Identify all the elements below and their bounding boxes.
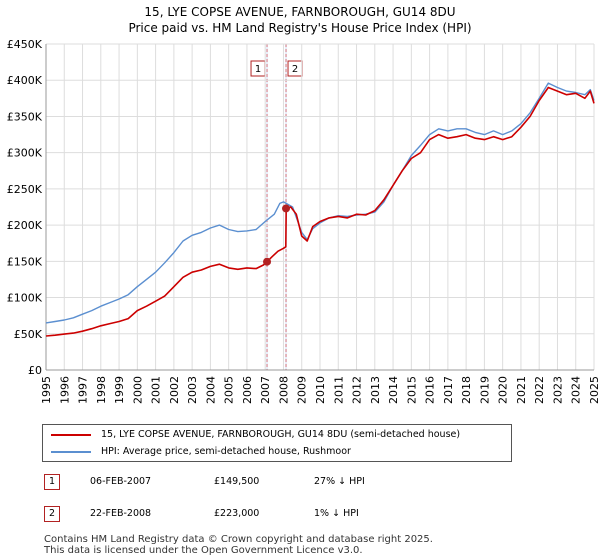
x-tick-label: 1998 [95,376,108,404]
transaction-hpi-diff: 27% ↓ HPI [314,476,365,487]
transaction-price: £223,000 [214,508,260,519]
legend-label-hpi: HPI: Average price, semi-detached house,… [101,446,351,457]
x-tick-label: 2025 [588,376,600,404]
hpi-line [45,82,595,324]
x-tick-label: 2018 [460,376,473,404]
x-tick-label: 2014 [387,376,400,404]
x-tick-label: 1999 [113,376,126,404]
x-tick-label: 2005 [223,376,236,404]
transaction-date: 22-FEB-2008 [90,508,152,519]
x-tick-label: 2022 [533,376,546,404]
sale-point [282,204,291,213]
transaction-number-badge: 2 [44,506,60,522]
x-tick-label: 2017 [442,376,455,404]
x-tick-label: 1996 [58,376,71,404]
x-tick-label: 2011 [332,376,345,404]
y-tick-label: £0 [28,364,42,377]
x-tick-label: 2001 [150,376,163,404]
y-tick-label: £100K [7,292,43,305]
legend-swatch-price [51,434,91,436]
sale-point [263,257,272,266]
transaction-number-badge: 1 [44,474,60,490]
y-tick-label: £150K [7,255,43,268]
price-chart: 1 2 £0 £50K £100K £150K £200K £250K £300K £350K £4… [7,38,600,404]
sale-label: 1 [255,64,261,75]
y-tick-label: £250K [7,183,43,196]
legend-label-price: 15, LYE COPSE AVENUE, FARNBOROUGH, GU14 … [101,429,461,440]
x-tick-label: 2021 [515,376,528,404]
x-tick-label: 2007 [259,376,272,404]
legend: 15, LYE COPSE AVENUE, FARNBOROUGH, GU14 … [42,424,512,462]
legend-swatch-hpi [51,451,91,453]
x-tick-label: 2002 [168,376,181,404]
transaction-price: £149,500 [214,476,260,487]
x-tick-label: 2009 [296,376,309,404]
x-tick-label: 2000 [131,376,144,404]
x-tick-label: 2013 [369,376,382,404]
x-tick-label: 2008 [277,376,290,404]
x-tick-label: 1995 [40,376,53,404]
footer-license: This data is licensed under the Open Gov… [44,545,363,556]
x-tick-label: 2016 [424,376,437,404]
x-tick-label: 2006 [241,376,254,404]
chart-subtitle: Price paid vs. HM Land Registry's House … [128,21,472,35]
x-tick-label: 2004 [204,376,217,404]
y-tick-label: £300K [7,147,43,160]
x-tick-label: 2015 [405,376,418,404]
footer-copyright: Contains HM Land Registry data © Crown c… [44,534,433,545]
x-tick-label: 2003 [186,376,199,404]
price-line [45,86,595,337]
y-tick-label: £450K [7,38,43,51]
x-tick-label: 2024 [570,376,583,404]
y-tick-label: £50K [14,328,43,341]
y-tick-label: £200K [7,219,43,232]
x-tick-label: 2010 [314,376,327,404]
transaction-hpi-diff: 1% ↓ HPI [314,508,359,519]
transaction-date: 06-FEB-2007 [90,476,152,487]
x-tick-label: 1997 [77,376,90,404]
x-tick-label: 2023 [551,376,564,404]
y-tick-label: £400K [7,74,43,87]
x-tick-label: 2019 [478,376,491,404]
y-tick-label: £350K [7,110,43,123]
x-tick-label: 2012 [351,376,364,404]
x-tick-label: 2020 [497,376,510,404]
chart-title: 15, LYE COPSE AVENUE, FARNBOROUGH, GU14 … [144,5,456,19]
sale-label: 2 [292,64,298,75]
